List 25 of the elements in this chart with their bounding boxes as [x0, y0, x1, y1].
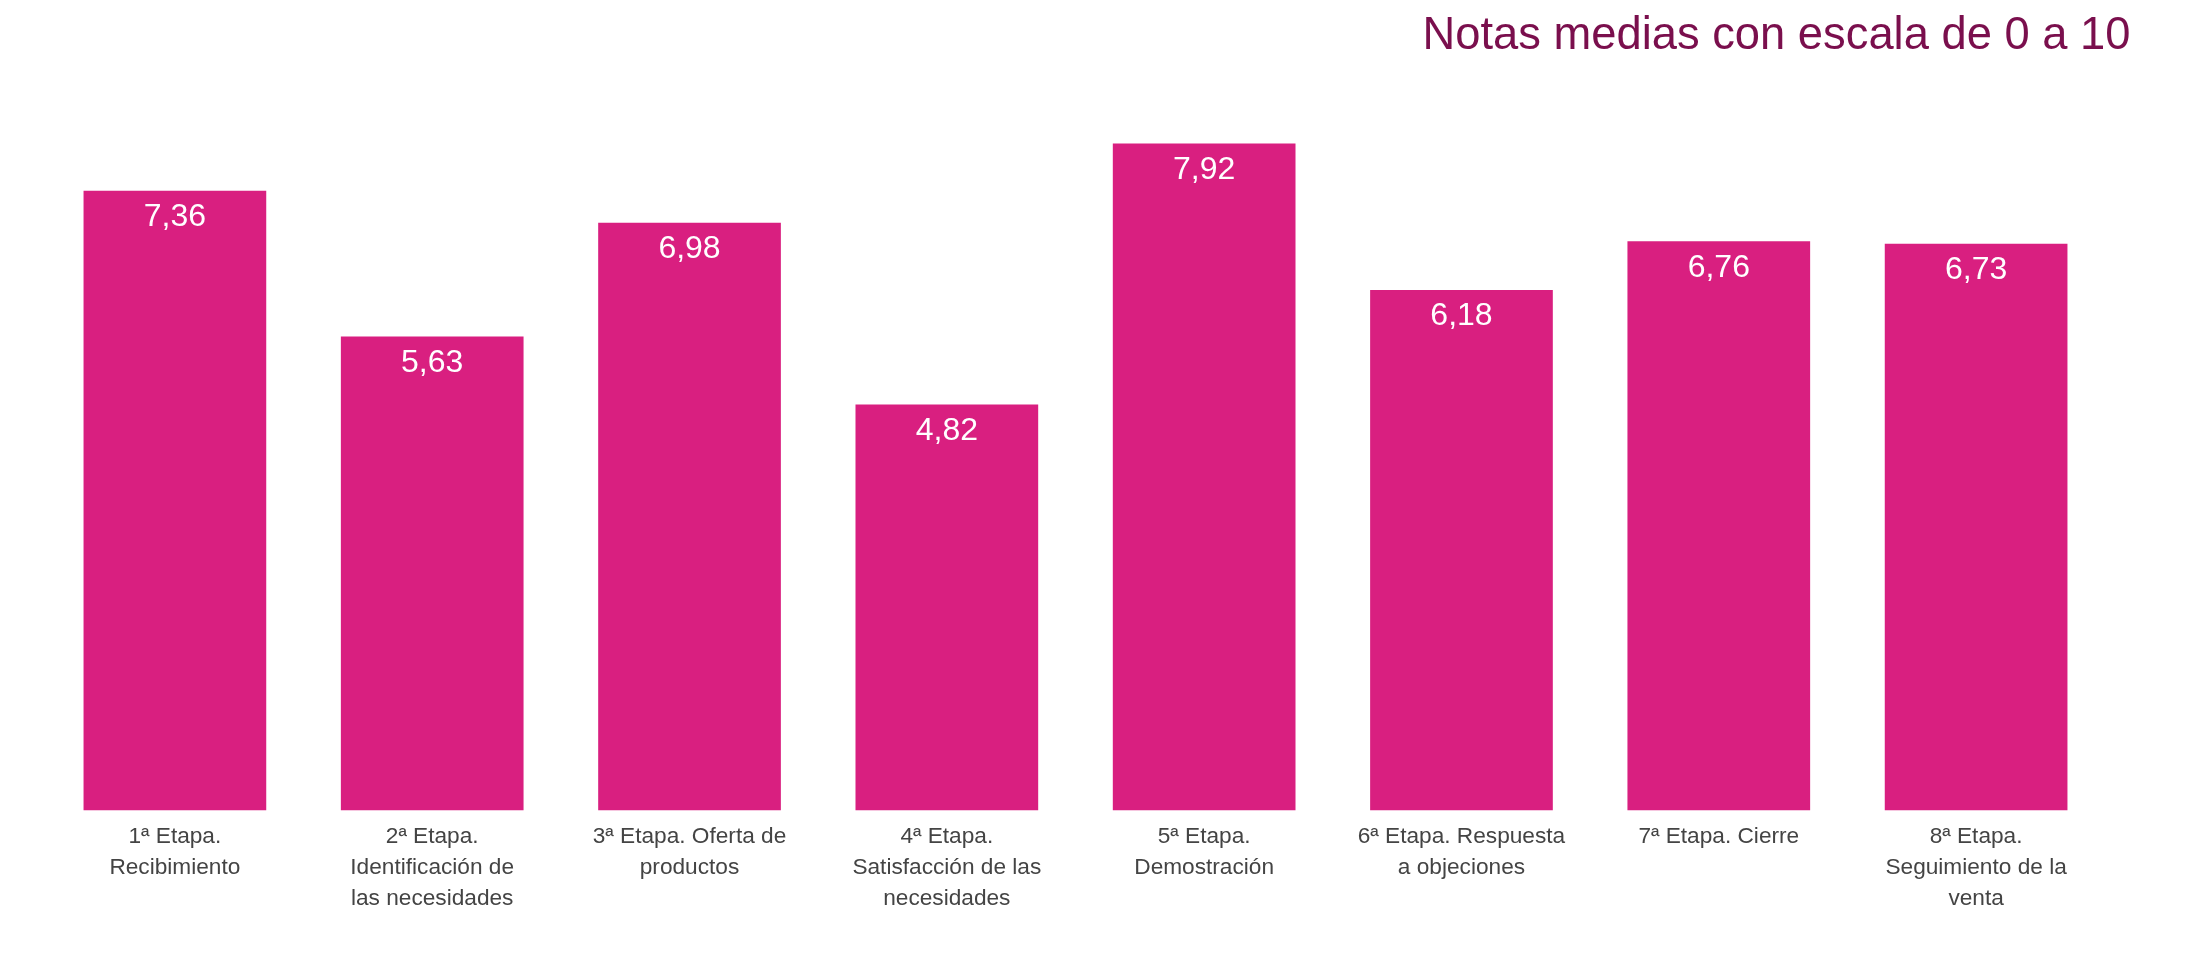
bar — [1370, 290, 1553, 811]
x-tick-label: 5ª Etapa. Demostración — [1134, 821, 1275, 879]
x-tick-label: 4ª Etapa. Satisfacción de las necesidades — [852, 821, 1042, 910]
x-tick-label: 1ª Etapa. Recibimiento — [109, 821, 241, 879]
bar — [340, 336, 524, 811]
data-label: 7,36 — [143, 197, 207, 234]
bar — [855, 404, 1039, 811]
data-label: 6,73 — [1944, 250, 2008, 287]
bar — [598, 222, 781, 811]
x-tick-label: 7ª Etapa. Cierre — [1638, 821, 1800, 848]
bar — [1112, 143, 1296, 811]
chart-title: Notas medias con escala de 0 a 10 — [1422, 7, 2131, 59]
data-label: 5,63 — [401, 342, 464, 379]
data-label: 4,82 — [915, 410, 978, 447]
data-label: 6,98 — [658, 229, 721, 266]
bar — [1884, 243, 2068, 811]
x-tick-label: 8ª Etapa. Seguimiento de la venta — [1885, 821, 2068, 910]
x-tick-label: 3ª Etapa. Oferta de productos — [592, 821, 787, 879]
data-label: 6,18 — [1430, 296, 1493, 333]
data-label: 6,76 — [1687, 247, 1750, 284]
bar — [1627, 241, 1811, 811]
bar — [83, 190, 267, 811]
x-tick-label: 6ª Etapa. Respuesta a objeciones — [1357, 821, 1566, 879]
data-label: 7,92 — [1173, 149, 1236, 186]
x-tick-label: 2ª Etapa. Identificación de las necesidades — [350, 821, 515, 910]
